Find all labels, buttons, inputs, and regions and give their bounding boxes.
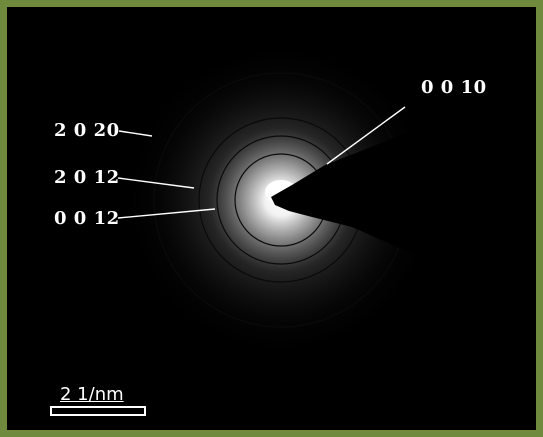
label-2012: 2 0 12 (54, 167, 120, 188)
scale-bar-label: 2 1/nm (60, 384, 124, 405)
label-0010: 0 0 10 (421, 77, 487, 98)
leader-line-2012 (117, 177, 195, 189)
label-0012: 0 0 12 (54, 208, 120, 229)
beam-stopper (271, 115, 536, 307)
scale-bar (50, 406, 146, 416)
label-2020: 2 0 20 (54, 120, 120, 141)
leader-line-0010 (326, 106, 406, 165)
diffraction-pattern (117, 40, 536, 360)
leader-line-0012 (117, 208, 216, 219)
leader-line-2020 (118, 130, 153, 137)
